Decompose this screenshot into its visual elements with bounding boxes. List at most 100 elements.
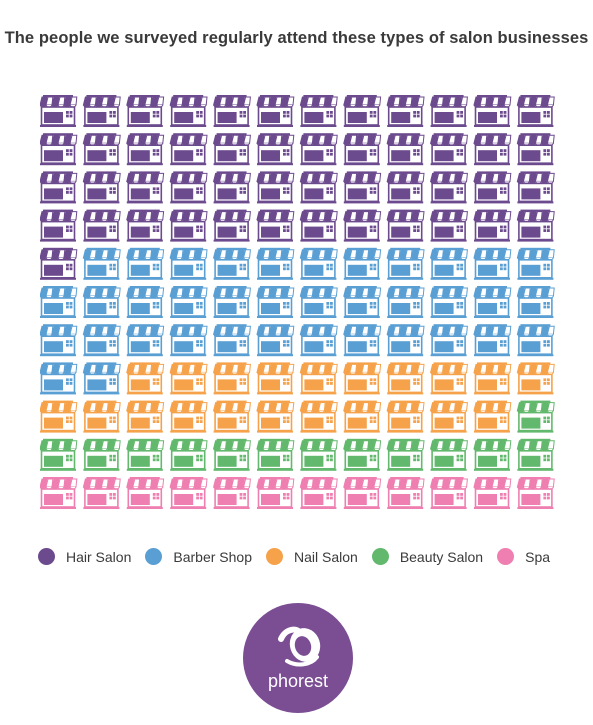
storefront-icon-nail-salon: [429, 400, 468, 433]
legend-label: Beauty Salon: [399, 548, 484, 565]
storefront-icon-hair-salon: [212, 171, 251, 204]
legend-item-beauty-salon[interactable]: Beauty Salon: [371, 548, 484, 565]
storefront-icon-beauty-salon: [169, 438, 208, 471]
storefront-icon-barber-shop: [82, 324, 121, 357]
storefront-icon-hair-salon: [212, 95, 251, 127]
storefront-icon-beauty-salon: [343, 438, 382, 471]
chart-title: The people we surveyed regularly attend …: [4, 29, 589, 47]
storefront-icon-hair-salon: [516, 95, 555, 127]
storefront-icon-nail-salon: [256, 400, 295, 433]
storefront-icon-nail-salon: [386, 362, 425, 395]
storefront-icon-beauty-salon: [516, 400, 555, 433]
logo-mark-icon: [278, 626, 321, 667]
storefront-icon-barber-shop: [126, 324, 165, 357]
storefront-icon-hair-salon: [299, 209, 338, 242]
legend-item-nail-salon[interactable]: Nail Salon: [265, 548, 358, 565]
legend-label: Hair Salon: [66, 548, 132, 565]
storefront-icon-beauty-salon: [386, 438, 425, 471]
storefront-icon-nail-salon: [386, 400, 425, 433]
storefront-icon-barber-shop: [40, 286, 78, 318]
legend-item-barber-shop[interactable]: Barber Shop: [145, 548, 252, 565]
storefront-icon-hair-salon: [40, 95, 78, 127]
storefront-icon-hair-salon: [169, 171, 208, 204]
storefront-icon-barber-shop: [40, 324, 78, 357]
storefront-icon-barber-shop: [386, 286, 425, 318]
storefront-icon-hair-salon: [299, 95, 338, 127]
storefront-icon-hair-salon: [473, 133, 512, 166]
storefront-icon-hair-salon: [212, 209, 251, 242]
storefront-icon-beauty-salon: [40, 438, 78, 471]
storefront-icon-barber-shop: [82, 247, 121, 280]
storefront-icon-hair-salon: [473, 171, 512, 204]
storefront-icon-barber-shop: [473, 247, 512, 280]
storefront-icon-barber-shop: [256, 324, 295, 357]
storefront-icon-hair-salon: [386, 209, 425, 242]
storefront-icon-hair-salon: [429, 95, 468, 127]
storefront-icon-barber-shop: [212, 247, 251, 280]
storefront-icon-spa: [386, 477, 425, 509]
storefront-icon-barber-shop: [169, 324, 208, 357]
storefront-icon-hair-salon: [343, 209, 382, 242]
storefront-icon-hair-salon: [40, 247, 78, 280]
storefront-icon-beauty-salon: [299, 438, 338, 471]
storefront-icon-beauty-salon: [429, 438, 468, 471]
waffle-chart: [40, 95, 555, 509]
storefront-icon-hair-salon: [40, 171, 78, 204]
phorest-logo: phorest: [243, 603, 353, 713]
storefront-icon-hair-salon: [256, 95, 295, 127]
legend-item-hair-salon[interactable]: Hair Salon: [38, 548, 131, 565]
storefront-icon-hair-salon: [343, 133, 382, 166]
storefront-icon-hair-salon: [429, 209, 468, 242]
legend-label: Spa: [525, 548, 551, 565]
storefront-icon-barber-shop: [516, 324, 555, 357]
storefront-icon-nail-salon: [343, 362, 382, 395]
storefront-icon-barber-shop: [256, 286, 295, 318]
storefront-icon-hair-salon: [299, 171, 338, 204]
storefront-icon-hair-salon: [516, 209, 555, 242]
storefront-icon-nail-salon: [82, 400, 121, 433]
storefront-icon-hair-salon: [473, 209, 512, 242]
storefront-icon-barber-shop: [126, 247, 165, 280]
storefront-icon-spa: [429, 477, 468, 509]
storefront-icon-nail-salon: [40, 400, 78, 433]
storefront-icon-beauty-salon: [473, 438, 512, 471]
storefront-icon-hair-salon: [256, 209, 295, 242]
legend-swatch: [497, 548, 515, 565]
storefront-icon-barber-shop: [169, 286, 208, 318]
storefront-icon-hair-salon: [299, 133, 338, 166]
storefront-icon-hair-salon: [516, 133, 555, 166]
storefront-icon-nail-salon: [126, 362, 165, 395]
storefront-icon-hair-salon: [343, 95, 382, 127]
storefront-icon-spa: [256, 477, 295, 509]
storefront-icon-spa: [40, 477, 78, 509]
storefront-icon-barber-shop: [429, 286, 468, 318]
storefront-icon-hair-salon: [212, 133, 251, 166]
storefront-icon-beauty-salon: [516, 438, 555, 471]
storefront-icon-hair-salon: [82, 209, 121, 242]
storefront-icon-hair-salon: [82, 133, 121, 166]
storefront-icon-nail-salon: [299, 400, 338, 433]
storefront-icon-barber-shop: [212, 286, 251, 318]
storefront-icon-hair-salon: [40, 209, 78, 242]
storefront-icon-barber-shop: [82, 362, 121, 395]
storefront-icon-barber-shop: [473, 324, 512, 357]
storefront-icon-barber-shop: [299, 247, 338, 280]
legend: Hair Salon Barber Shop Nail Salon Beauty…: [38, 548, 564, 565]
storefront-icon-nail-salon: [343, 400, 382, 433]
storefront-icon-beauty-salon: [82, 438, 121, 471]
storefront-icon-hair-salon: [386, 171, 425, 204]
storefront-icon-barber-shop: [343, 286, 382, 318]
storefront-icon-hair-salon: [343, 171, 382, 204]
logo-wordmark: phorest: [268, 671, 328, 691]
storefront-icon-nail-salon: [429, 362, 468, 395]
storefront-icon-hair-salon: [82, 171, 121, 204]
storefront-icon-hair-salon: [386, 95, 425, 127]
storefront-icon-hair-salon: [256, 133, 295, 166]
storefront-icon-nail-salon: [299, 362, 338, 395]
storefront-icon-beauty-salon: [212, 438, 251, 471]
legend-swatch: [265, 548, 283, 565]
legend-item-spa[interactable]: Spa: [497, 548, 550, 565]
storefront-icon-spa: [212, 477, 251, 509]
legend-swatch: [371, 548, 389, 565]
storefront-icon-spa: [343, 477, 382, 509]
